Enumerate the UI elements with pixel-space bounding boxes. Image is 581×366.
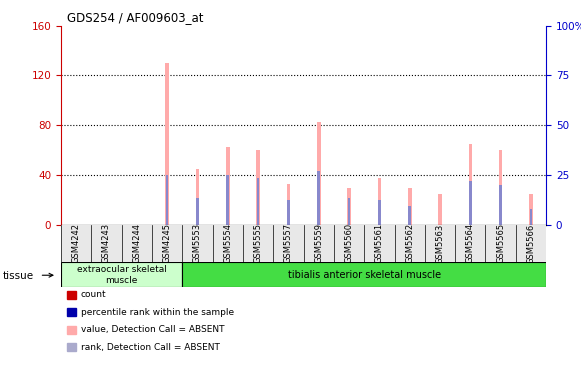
Bar <box>196 198 199 225</box>
Text: GSM5557: GSM5557 <box>284 223 293 264</box>
Bar <box>500 185 502 225</box>
Bar <box>166 175 168 225</box>
Text: GSM5554: GSM5554 <box>223 223 232 264</box>
Text: GSM4244: GSM4244 <box>132 223 141 264</box>
Bar <box>438 194 442 225</box>
Bar <box>348 198 350 225</box>
Text: GSM5565: GSM5565 <box>496 223 505 264</box>
Text: extraocular skeletal
muscle: extraocular skeletal muscle <box>77 265 167 285</box>
Bar <box>378 200 381 225</box>
Bar <box>286 184 290 225</box>
Text: GSM5553: GSM5553 <box>193 223 202 264</box>
Text: GSM5555: GSM5555 <box>253 223 263 264</box>
Bar <box>469 182 472 225</box>
Bar <box>256 150 260 225</box>
Bar <box>227 175 229 225</box>
Text: GSM5566: GSM5566 <box>526 223 536 264</box>
Text: value, Detection Call = ABSENT: value, Detection Call = ABSENT <box>81 325 224 334</box>
Text: tibialis anterior skeletal muscle: tibialis anterior skeletal muscle <box>288 270 441 280</box>
Bar <box>226 146 229 225</box>
Text: GSM5559: GSM5559 <box>314 223 323 264</box>
Text: GSM4243: GSM4243 <box>102 223 111 264</box>
Text: percentile rank within the sample: percentile rank within the sample <box>81 308 234 317</box>
Bar <box>287 200 290 225</box>
Text: GSM4245: GSM4245 <box>163 223 171 264</box>
Bar <box>530 209 532 225</box>
Text: GDS254 / AF009603_at: GDS254 / AF009603_at <box>67 11 203 24</box>
Bar <box>182 262 546 287</box>
Bar <box>529 194 533 225</box>
Bar <box>347 188 351 225</box>
Text: GSM5564: GSM5564 <box>466 223 475 264</box>
Text: GSM5562: GSM5562 <box>405 223 414 264</box>
Text: GSM5563: GSM5563 <box>436 223 444 264</box>
Text: GSM5560: GSM5560 <box>345 223 354 264</box>
Bar <box>499 150 503 225</box>
Bar <box>257 178 259 225</box>
Bar <box>61 262 182 287</box>
Bar <box>468 144 472 225</box>
Bar <box>166 63 169 225</box>
Bar <box>317 122 321 225</box>
Text: rank, Detection Call = ABSENT: rank, Detection Call = ABSENT <box>81 343 220 352</box>
Text: tissue: tissue <box>3 271 34 281</box>
Bar <box>378 178 381 225</box>
Bar <box>317 172 320 225</box>
Bar <box>196 169 199 225</box>
Text: GSM4242: GSM4242 <box>71 223 81 264</box>
Bar <box>408 188 411 225</box>
Text: count: count <box>81 290 106 299</box>
Text: GSM5561: GSM5561 <box>375 223 384 264</box>
Bar <box>408 206 411 225</box>
